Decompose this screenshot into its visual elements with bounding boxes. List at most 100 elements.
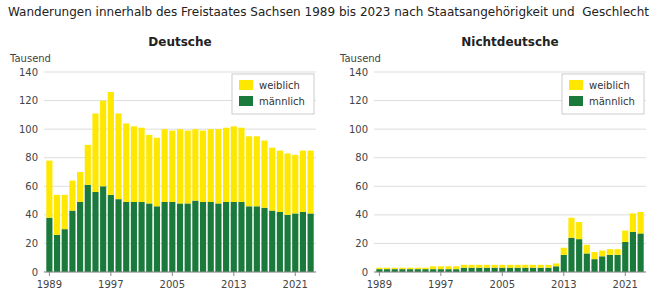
bar-segment — [92, 192, 98, 272]
y-tick-label: 120 — [19, 95, 38, 106]
bar-segment — [169, 131, 175, 202]
bar-segment — [231, 202, 237, 272]
bar-segment — [269, 148, 275, 211]
bar-segment — [568, 218, 574, 238]
legend-swatch — [569, 80, 583, 90]
bar-segment — [638, 233, 644, 272]
grid-line — [374, 186, 646, 187]
bar-segment — [507, 268, 513, 272]
x-tick-label: 1997 — [428, 279, 453, 290]
bar-segment — [308, 213, 314, 272]
bar-segment — [607, 255, 613, 272]
bar-segment — [100, 186, 106, 272]
background — [0, 0, 660, 305]
bar-segment — [185, 203, 191, 272]
bar-segment — [246, 136, 252, 206]
bar-segment — [200, 131, 206, 202]
bar-segment — [484, 268, 490, 272]
bar-segment — [123, 123, 129, 202]
bar-segment — [461, 265, 467, 268]
bar-segment — [62, 229, 68, 272]
bar-segment — [261, 141, 267, 208]
x-tick-label: 2005 — [490, 279, 515, 290]
legend-swatch — [569, 96, 583, 106]
bar-segment — [85, 145, 91, 185]
panel: NichtdeutscheTausend02040608010012014019… — [339, 35, 646, 290]
bar-segment — [584, 253, 590, 272]
bar-segment — [630, 232, 636, 272]
y-tick-label: 140 — [19, 67, 38, 78]
x-tick-label: 2021 — [613, 279, 638, 290]
bar-segment — [146, 135, 152, 204]
bar-segment — [438, 266, 444, 269]
bar-segment — [568, 238, 574, 272]
bar-segment — [584, 245, 590, 254]
bar-segment — [231, 126, 237, 202]
bar-segment — [46, 218, 52, 272]
bar-segment — [407, 268, 413, 269]
bar-segment — [115, 199, 121, 272]
bar-segment — [469, 265, 475, 268]
bar-segment — [538, 268, 544, 272]
legend-entry: weiblich — [259, 80, 300, 91]
bar-segment — [599, 251, 605, 257]
legend-frame — [232, 74, 314, 114]
bar-segment — [308, 151, 314, 214]
y-axis-label: Tausend — [339, 53, 381, 64]
legend: weiblichmännlich — [562, 74, 644, 114]
bar-segment — [300, 212, 306, 272]
bar-segment — [169, 202, 175, 272]
grid-line — [374, 214, 646, 215]
bar-segment — [507, 265, 513, 268]
bar-segment — [100, 101, 106, 187]
legend-entry: männlich — [259, 96, 305, 107]
bar-segment — [185, 131, 191, 204]
bar-segment — [576, 239, 582, 272]
bar-segment — [484, 265, 490, 268]
bar-segment — [115, 113, 121, 199]
x-tick — [379, 272, 380, 276]
grid-line — [374, 72, 646, 73]
y-axis-label: Tausend — [9, 53, 51, 64]
bar-segment — [622, 242, 628, 272]
legend-swatch — [239, 80, 253, 90]
x-tick — [625, 272, 626, 276]
grid-line — [374, 129, 646, 130]
grid-line — [374, 272, 646, 273]
bar-segment — [277, 212, 283, 272]
bar-segment — [476, 265, 482, 268]
y-tick-label: 80 — [355, 152, 368, 163]
bar-segment — [415, 268, 421, 269]
bar-segment — [492, 268, 498, 272]
bar-segment — [261, 208, 267, 272]
bar-segment — [607, 249, 613, 255]
x-tick — [172, 272, 173, 276]
x-tick — [563, 272, 564, 276]
bar-segment — [223, 128, 229, 202]
x-axis-line — [374, 272, 646, 273]
bar-segment — [62, 195, 68, 229]
bar-segment — [499, 265, 505, 268]
bars — [46, 92, 313, 272]
bar-segment — [469, 268, 475, 272]
bar-segment — [545, 265, 551, 268]
bar-segment — [591, 259, 597, 272]
bar-segment — [522, 265, 528, 268]
bar-segment — [515, 268, 521, 272]
chart-title: Deutsche — [148, 35, 211, 49]
grid-line — [44, 72, 316, 73]
bar-segment — [384, 268, 390, 269]
bar-segment — [108, 92, 114, 195]
bar-segment — [54, 195, 60, 235]
x-tick-label: 1997 — [98, 279, 123, 290]
x-tick — [502, 272, 503, 276]
x-tick — [295, 272, 296, 276]
x-tick-label: 1989 — [367, 279, 392, 290]
bar-segment — [300, 151, 306, 212]
bar-segment — [622, 231, 628, 242]
x-tick — [110, 272, 111, 276]
bar-segment — [576, 222, 582, 239]
bar-segment — [108, 195, 114, 272]
y-tick-label: 140 — [349, 67, 368, 78]
bar-segment — [208, 129, 214, 202]
